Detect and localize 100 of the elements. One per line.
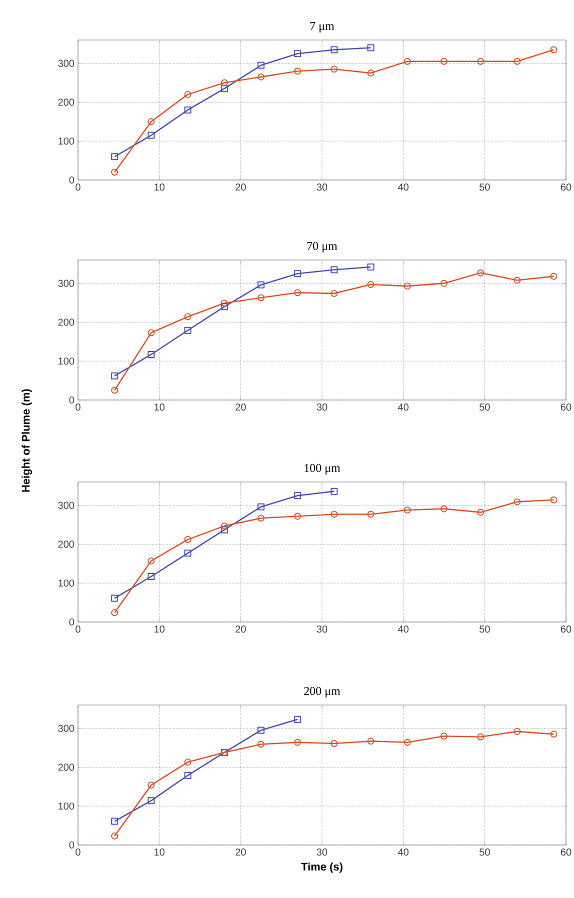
point (220, 303, 228, 310)
x-tick-label: 10 (154, 404, 165, 411)
x-tick-label: 0 (76, 626, 80, 633)
y-tick-label: 200 (58, 764, 74, 771)
chart-title: 200 μm (304, 686, 340, 698)
point (367, 281, 374, 288)
point (111, 594, 118, 602)
point (404, 58, 411, 65)
x-tick-label: 60 (560, 404, 572, 411)
point (184, 536, 192, 544)
point (148, 329, 155, 336)
point (440, 58, 448, 65)
point (111, 818, 118, 825)
point (220, 79, 228, 86)
point (148, 118, 155, 126)
y-axis-title: Height of Plume (m) (22, 389, 32, 492)
x-tick-label: 50 (480, 184, 490, 191)
point (440, 732, 448, 740)
x-tick-label: 40 (398, 626, 409, 633)
point (514, 58, 521, 65)
x-tick-label: 0 (76, 184, 80, 191)
y-tick-label: 200 (58, 540, 74, 548)
y-tick-label: 300 (58, 724, 74, 732)
point (258, 503, 264, 510)
y-tick-label: 0 (69, 618, 74, 626)
y-tick-label: 300 (58, 502, 74, 509)
point (477, 58, 484, 65)
point (440, 280, 448, 287)
y-tick-label: 0 (69, 176, 74, 184)
x-tick-label: 40 (398, 404, 409, 411)
point (258, 740, 264, 748)
x-tick-label: 40 (398, 184, 409, 191)
point (148, 573, 155, 580)
chart-title: 100 μm (304, 464, 340, 474)
y-tick-label: 100 (58, 138, 74, 145)
y-tick-label: 100 (58, 358, 74, 365)
point (111, 168, 118, 176)
x-tick-label: 50 (480, 404, 490, 411)
point (330, 740, 338, 747)
point (294, 738, 302, 746)
x-tick-label: 30 (316, 626, 328, 633)
y-tick-label: 0 (69, 396, 74, 404)
x-tick-label: 20 (236, 848, 246, 856)
x-tick-label: 0 (76, 848, 80, 856)
point (220, 300, 228, 307)
point (294, 512, 302, 520)
point (367, 70, 374, 77)
point (330, 266, 338, 274)
point (184, 106, 192, 114)
point (367, 738, 374, 745)
point (367, 263, 374, 270)
x-tick-label: 20 (236, 184, 246, 191)
point (330, 510, 338, 518)
point (184, 772, 192, 779)
x-tick-label: 60 (560, 626, 572, 633)
y-tick-label: 200 (58, 98, 74, 106)
x-tick-label: 50 (480, 848, 490, 856)
x-tick-label: 0 (76, 404, 80, 411)
x-tick-label: 10 (154, 626, 165, 633)
x-tick-label: 20 (236, 404, 246, 411)
x-tick-label: 30 (316, 404, 328, 411)
point (111, 372, 118, 380)
point (258, 73, 264, 80)
point (514, 498, 521, 506)
x-tick-label: 60 (560, 848, 572, 856)
point (257, 294, 264, 302)
x-tick-label: 10 (154, 848, 165, 856)
x-axis-title: Time (s) (301, 862, 342, 873)
point (477, 508, 484, 516)
y-tick-label: 300 (58, 60, 74, 67)
point (148, 351, 155, 358)
point (477, 733, 484, 740)
point (550, 272, 558, 280)
x-tick-label: 40 (398, 848, 409, 856)
point (184, 90, 192, 98)
point (220, 526, 228, 534)
point (258, 726, 264, 734)
x-tick-label: 10 (154, 184, 165, 191)
point (184, 550, 192, 557)
point (148, 797, 155, 804)
point (330, 46, 338, 54)
point (258, 62, 264, 69)
point (404, 738, 411, 746)
y-tick-label: 0 (69, 841, 74, 849)
point (294, 270, 302, 278)
point (330, 290, 338, 297)
point (404, 506, 411, 514)
point (111, 609, 118, 616)
y-tick-label: 300 (58, 280, 74, 287)
point (440, 505, 448, 512)
point (294, 492, 302, 500)
x-tick-label: 60 (560, 184, 572, 191)
point (258, 514, 264, 522)
y-tick-label: 200 (58, 318, 74, 326)
point (330, 488, 338, 495)
point (184, 326, 192, 334)
x-tick-label: 30 (316, 848, 328, 856)
y-tick-label: 100 (58, 802, 74, 810)
point (367, 510, 374, 518)
point (477, 269, 484, 276)
